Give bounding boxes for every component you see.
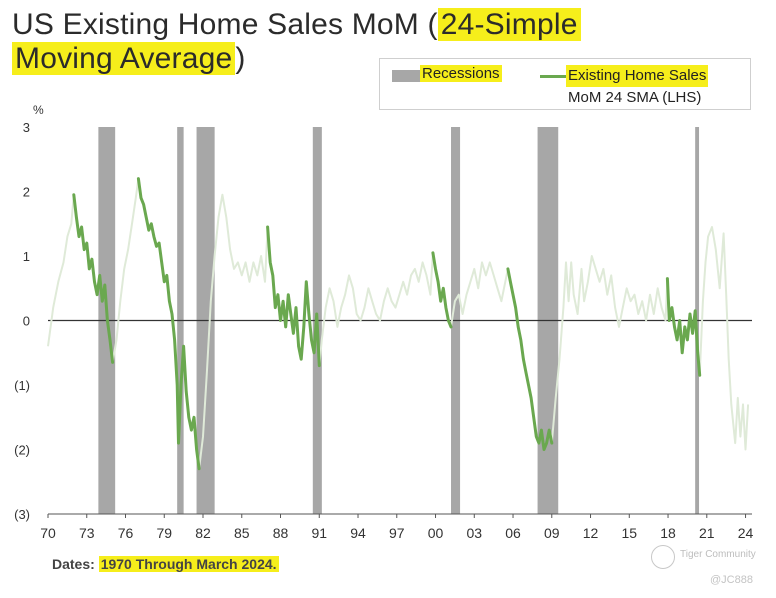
watermark-handle: @JC888 xyxy=(710,574,753,586)
y-tick-label: (3) xyxy=(14,507,30,522)
legend-recession-label: Recessions xyxy=(420,65,502,82)
x-tick-label: 12 xyxy=(583,525,599,541)
x-tick-label: 06 xyxy=(505,525,521,541)
x-tick-label: 76 xyxy=(118,525,134,541)
y-tick-label: 2 xyxy=(23,185,30,200)
x-tick-label: 03 xyxy=(466,525,482,541)
x-tick-label: 00 xyxy=(428,525,444,541)
chart-footer: Dates: 1970 Through March 2024. xyxy=(52,556,279,572)
y-tick-label: (1) xyxy=(14,378,30,393)
y-tick-label: 1 xyxy=(23,249,30,264)
x-tick-label: 97 xyxy=(389,525,405,541)
x-tick-label: 94 xyxy=(350,525,366,541)
legend-series-label-line-1: Existing Home Sales xyxy=(566,65,709,87)
series-highlight-segment-5 xyxy=(665,277,702,377)
legend-recession-swatch xyxy=(392,70,422,82)
series-line xyxy=(47,177,750,471)
x-tick-label: 24 xyxy=(738,525,754,541)
x-tick-label: 85 xyxy=(234,525,250,541)
title-part-1: US Existing Home Sales MoM ( xyxy=(12,8,438,41)
title-highlight-2: Moving Average xyxy=(12,42,236,75)
y-axis-unit-label: % xyxy=(33,103,44,117)
title-part-4: ) xyxy=(235,42,246,75)
x-axis-ticks: 70 73 76 79 82 85 88 91 94 97 00 03 06 09 12 15 18 21 24 xyxy=(40,514,754,541)
series-highlight-segment-2 xyxy=(266,225,321,368)
series-highlight-segment-3 xyxy=(431,251,453,329)
x-tick-label: 88 xyxy=(273,525,289,541)
y-axis-ticks: 3 2 1 0 (1) (2) (3) xyxy=(14,120,30,522)
footer-date-range: 1970 Through March 2024. xyxy=(98,556,279,572)
x-tick-label: 15 xyxy=(621,525,637,541)
x-tick-label: 73 xyxy=(79,525,95,541)
title-highlight-1: 24-Simple xyxy=(437,8,581,41)
legend-series-label: Existing Home Sales MoM 24 SMA (LHS) xyxy=(566,65,709,109)
legend-series-swatch xyxy=(540,75,566,78)
y-tick-label: (2) xyxy=(14,443,30,458)
y-tick-label: 3 xyxy=(23,120,30,135)
series-highlight-segment-0 xyxy=(72,193,115,364)
chart-title: US Existing Home Sales MoM (24-Simple Mo… xyxy=(12,8,612,76)
x-tick-label: 21 xyxy=(699,525,715,541)
x-tick-label: 70 xyxy=(40,525,56,541)
series-highlight-segment-1 xyxy=(136,177,201,471)
watermark-logo-icon xyxy=(651,545,675,569)
series-full-faded xyxy=(47,177,750,470)
legend-series-label-line-2: MoM 24 SMA (LHS) xyxy=(568,89,702,106)
footer-prefix: Dates: xyxy=(52,556,99,572)
x-tick-label: 79 xyxy=(156,525,172,541)
watermark-brand: Tiger Community xyxy=(680,549,756,560)
y-tick-label: 0 xyxy=(23,314,30,329)
x-tick-label: 18 xyxy=(660,525,676,541)
series-highlight-segment-4 xyxy=(506,267,554,451)
chart-legend: Recessions Existing Home Sales MoM 24 SM… xyxy=(379,58,751,110)
x-tick-label: 09 xyxy=(544,525,560,541)
x-tick-label: 82 xyxy=(195,525,211,541)
x-tick-label: 91 xyxy=(311,525,327,541)
